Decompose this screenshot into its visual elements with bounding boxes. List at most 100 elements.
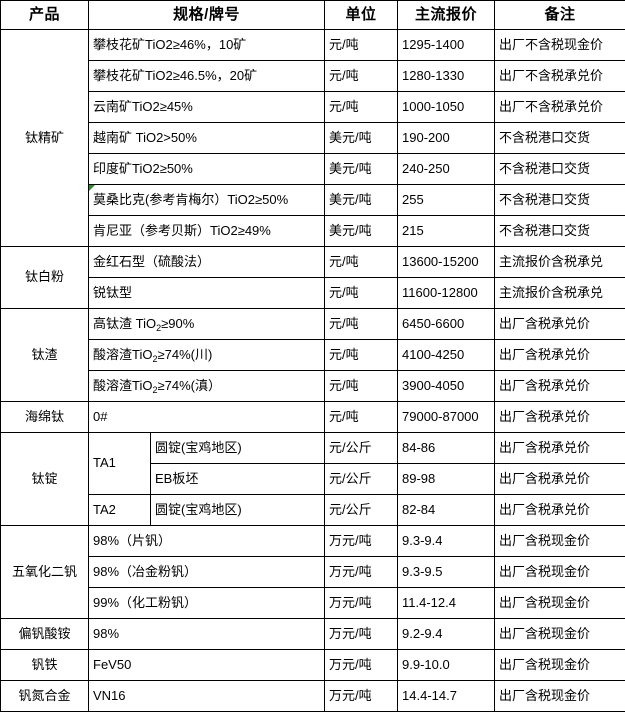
cell-product-group: 钒氮合金 <box>1 681 89 712</box>
spec-text: VN16 <box>93 688 126 703</box>
cell-spec: 印度矿TiO2≥50% <box>89 154 325 185</box>
spec-text: 越南矿 TiO2>50% <box>93 130 197 145</box>
spec-text: 印度矿TiO2≥50% <box>93 161 193 176</box>
cell-price: 82-84 <box>398 495 495 526</box>
cell-spec: 越南矿 TiO2>50% <box>89 123 325 154</box>
cell-spec: 攀枝花矿TiO2≥46%，10矿 <box>89 30 325 61</box>
cell-spec: 98% <box>89 619 325 650</box>
cell-price: 240-250 <box>398 154 495 185</box>
cell-spec: 肯尼亚（参考贝斯）TiO2≥49% <box>89 216 325 247</box>
cell-price: 255 <box>398 185 495 216</box>
spec-text: 攀枝花矿TiO2≥46%，10矿 <box>93 37 246 52</box>
spec-text: 高钛渣 TiO <box>93 316 156 331</box>
cell-product-group: 钛渣 <box>1 309 89 402</box>
spec-text-tail: ≥74%(川) <box>157 347 212 362</box>
cell-unit: 美元/吨 <box>325 154 398 185</box>
cell-remark: 主流报价含税承兑 <box>495 278 625 309</box>
cell-remark: 出厂不含税现金价 <box>495 30 625 61</box>
spec-text: 金红石型（硫酸法） <box>93 254 210 269</box>
cell-spec: 0# <box>89 402 325 433</box>
cell-spec: 酸溶渣TiO2≥74%(川) <box>89 340 325 371</box>
cell-unit: 元/吨 <box>325 30 398 61</box>
spec-text: 锐钛型 <box>93 285 132 300</box>
cell-unit: 元/公斤 <box>325 464 398 495</box>
cell-remark: 主流报价含税承兑 <box>495 247 625 278</box>
cell-product-group: 偏钒酸铵 <box>1 619 89 650</box>
cell-remark: 不含税港口交货 <box>495 216 625 247</box>
header-remark: 备注 <box>495 1 625 30</box>
cell-remark: 出厂含税现金价 <box>495 526 625 557</box>
cell-remark: 不含税港口交货 <box>495 154 625 185</box>
cell-remark: 出厂含税现金价 <box>495 650 625 681</box>
cell-unit: 元/吨 <box>325 247 398 278</box>
cell-product-group: 钒铁 <box>1 650 89 681</box>
cell-price: 1280-1330 <box>398 61 495 92</box>
cell-spec: VN16 <box>89 681 325 712</box>
spec-subscript: 2 <box>156 323 161 333</box>
cell-price: 13600-15200 <box>398 247 495 278</box>
cell-remark: 出厂含税现金价 <box>495 557 625 588</box>
cell-price: 9.3-9.4 <box>398 526 495 557</box>
table-header: 产品 规格/牌号 单位 主流报价 备注 <box>1 1 625 30</box>
cell-product-group: 钛白粉 <box>1 247 89 309</box>
cell-price: 6450-6600 <box>398 309 495 340</box>
cell-price: 9.9-10.0 <box>398 650 495 681</box>
spec-text: 酸溶渣TiO <box>93 378 152 393</box>
cell-product-group: 海绵钛 <box>1 402 89 433</box>
cell-price: 1295-1400 <box>398 30 495 61</box>
header-price: 主流报价 <box>398 1 495 30</box>
cell-unit: 美元/吨 <box>325 216 398 247</box>
cell-price: 11600-12800 <box>398 278 495 309</box>
header-row: 产品 规格/牌号 单位 主流报价 备注 <box>1 1 625 30</box>
cell-unit: 万元/吨 <box>325 588 398 619</box>
cell-spec: 高钛渣 TiO2≥90% <box>89 309 325 340</box>
spec-text: 酸溶渣TiO <box>93 347 152 362</box>
spec-text: FeV50 <box>93 657 131 672</box>
spec-text: 0# <box>93 409 107 424</box>
cell-remark: 不含税港口交货 <box>495 123 625 154</box>
cell-unit: 元/吨 <box>325 309 398 340</box>
cell-remark: 出厂含税承兑价 <box>495 495 625 526</box>
spec-text: 圆锭(宝鸡地区) <box>155 440 242 455</box>
cell-price: 89-98 <box>398 464 495 495</box>
cell-spec: FeV50 <box>89 650 325 681</box>
cell-price: 190-200 <box>398 123 495 154</box>
cell-price: 9.2-9.4 <box>398 619 495 650</box>
cell-remark: 出厂含税承兑价 <box>495 433 625 464</box>
cell-unit: 元/吨 <box>325 61 398 92</box>
cell-spec: 99%（化工粉钒） <box>89 588 325 619</box>
spec-text: 99%（化工粉钒） <box>93 595 197 610</box>
cell-unit: 元/吨 <box>325 92 398 123</box>
cell-unit: 元/吨 <box>325 371 398 402</box>
cell-unit: 元/公斤 <box>325 495 398 526</box>
cell-remark: 出厂含税承兑价 <box>495 371 625 402</box>
spec-text: 98% <box>93 626 119 641</box>
cell-spec: 酸溶渣TiO2≥74%(滇） <box>89 371 325 402</box>
cell-price: 79000-87000 <box>398 402 495 433</box>
spec-text: 圆锭(宝鸡地区) <box>155 502 242 517</box>
spec-text: 莫桑比克(参考肯梅尔）TiO2≥50% <box>93 192 288 207</box>
cell-unit: 元/公斤 <box>325 433 398 464</box>
cell-unit: 元/吨 <box>325 402 398 433</box>
cell-remark: 出厂不含税承兑价 <box>495 92 625 123</box>
cell-price: 4100-4250 <box>398 340 495 371</box>
spec-text: 攀枝花矿TiO2≥46.5%，20矿 <box>93 68 257 83</box>
cell-spec: 攀枝花矿TiO2≥46.5%，20矿 <box>89 61 325 92</box>
cell-spec: EB板坯 <box>151 464 325 495</box>
cell-remark: 出厂含税承兑价 <box>495 309 625 340</box>
cell-product-group: 钛精矿 <box>1 30 89 247</box>
